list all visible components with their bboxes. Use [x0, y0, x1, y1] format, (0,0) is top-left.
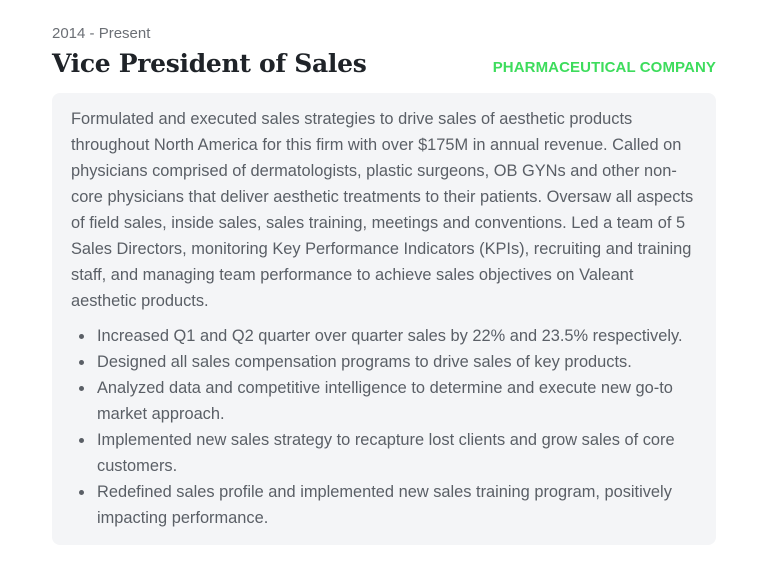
achievements-list: Increased Q1 and Q2 quarter over quarter… — [71, 323, 698, 531]
bullet-icon — [79, 334, 84, 339]
description-card: Formulated and executed sales strategies… — [52, 93, 716, 545]
achievement-item: Redefined sales profile and implemented … — [71, 479, 698, 531]
achievement-text: Designed all sales compensation programs… — [97, 353, 632, 371]
achievement-item: Designed all sales compensation programs… — [71, 349, 698, 375]
bullet-icon — [79, 386, 84, 391]
achievement-text: Increased Q1 and Q2 quarter over quarter… — [97, 327, 683, 345]
bullet-icon — [79, 438, 84, 443]
achievement-item: Implemented new sales strategy to recapt… — [71, 427, 698, 479]
achievement-item: Increased Q1 and Q2 quarter over quarter… — [71, 323, 698, 349]
job-title: Vice President of Sales — [52, 49, 367, 78]
achievement-item: Analyzed data and competitive intelligen… — [71, 375, 698, 427]
experience-entry-header: 2014 - Present Vice President of Sales P… — [52, 24, 716, 81]
date-range: 2014 - Present — [52, 25, 151, 42]
title-row: Vice President of Sales PHARMACEUTICAL C… — [52, 47, 716, 81]
bullet-icon — [79, 360, 84, 365]
achievement-text: Redefined sales profile and implemented … — [97, 483, 672, 527]
achievement-text: Implemented new sales strategy to recapt… — [97, 431, 675, 475]
bullet-icon — [79, 490, 84, 495]
achievement-text: Analyzed data and competitive intelligen… — [97, 379, 673, 423]
role-summary: Formulated and executed sales strategies… — [71, 110, 694, 310]
company-name: PHARMACEUTICAL COMPANY — [492, 59, 716, 76]
